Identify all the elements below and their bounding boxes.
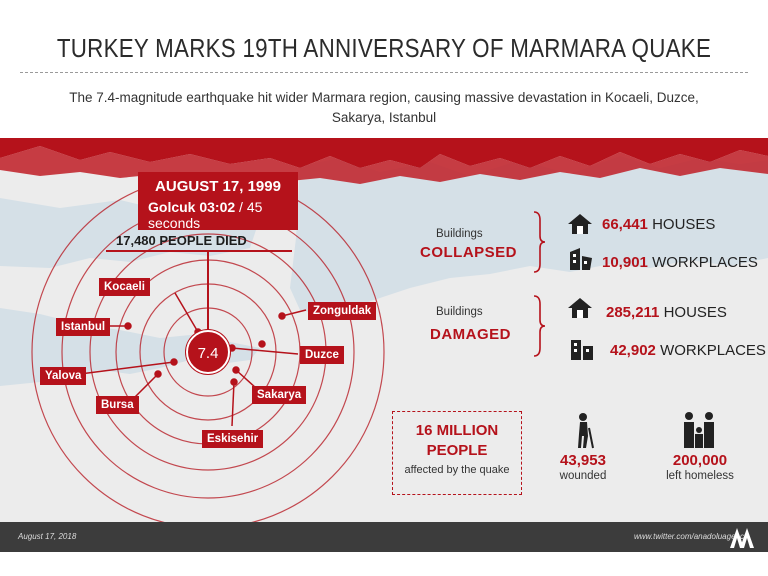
affected-caption: affected by the quake: [404, 464, 510, 476]
collapsed-label: Buildings: [436, 228, 483, 240]
homeless-label: left homeless: [666, 470, 734, 482]
collapsed-key: COLLAPSED: [420, 244, 518, 261]
title-divider: [20, 72, 748, 73]
family-icon: [684, 412, 714, 448]
event-date-box: AUGUST 17, 1999 Golcuk 03:02 / 45 second…: [138, 172, 298, 231]
workplace-collapsed-icon: [570, 248, 592, 270]
damaged-houses-num: 285,211: [606, 304, 660, 321]
deaths-label: 17,480 PEOPLE DIED: [116, 233, 247, 248]
city-yalova: Yalova: [40, 367, 87, 385]
event-duration: / 45 seconds: [148, 199, 263, 231]
footer-bar: [0, 522, 768, 552]
house-damaged-icon: [568, 298, 592, 318]
deaths-underline: [106, 250, 292, 252]
damaged-houses-label: HOUSES: [663, 304, 727, 321]
damaged-key: DAMAGED: [430, 326, 511, 343]
house-collapsed-icon: [568, 214, 592, 234]
city-istanbul: Istanbul: [56, 318, 111, 336]
event-date: AUGUST 17, 1999: [155, 178, 281, 195]
collapsed-brace: [533, 211, 546, 273]
magnitude-badge: 7.4: [186, 330, 230, 374]
city-eskisehir: Eskisehir: [202, 430, 264, 448]
collapsed-houses-num: 66,441: [602, 216, 648, 233]
city-bursa: Bursa: [96, 396, 139, 414]
wounded-person-icon: [578, 413, 594, 449]
anadolu-logo-icon: [730, 528, 754, 548]
damaged-work-label: WORKPLACES: [660, 342, 766, 359]
city-sakarya: Sakarya: [252, 386, 307, 404]
collapsed-work-label: WORKPLACES: [652, 254, 758, 271]
damaged-workplaces: 42,902 WORKPLACES: [610, 342, 766, 359]
event-time: Golcuk 03:02: [148, 199, 236, 215]
homeless-count: 200,000: [672, 452, 728, 469]
page-title: TURKEY MARKS 19TH ANNIVERSARY OF MARMARA…: [56, 33, 712, 63]
map-graphic: [0, 138, 768, 522]
collapsed-houses-label: HOUSES: [652, 216, 716, 233]
affected-line1: 16 MILLION: [415, 422, 499, 439]
city-zonguldak: Zonguldak: [308, 302, 377, 320]
damaged-houses: 285,211 HOUSES: [606, 304, 727, 321]
collapsed-work-num: 10,901: [602, 254, 648, 271]
affected-box: [392, 411, 522, 495]
damaged-brace: [533, 295, 546, 357]
subtitle: The 7.4-magnitude earthquake hit wider M…: [69, 90, 699, 125]
footer-handle: www.twitter.com/anadoluagency: [634, 532, 748, 541]
footer-date: August 17, 2018: [18, 532, 77, 541]
affected-count: 16 MILLION PEOPLE: [392, 421, 522, 461]
city-duzce: Duzce: [300, 346, 344, 364]
damaged-label: Buildings: [436, 306, 483, 318]
map-area: [0, 138, 768, 522]
wounded-label: wounded: [559, 470, 607, 482]
damaged-work-num: 42,902: [610, 342, 656, 359]
event-place-time: Golcuk 03:02 / 45 seconds: [148, 199, 288, 231]
collapsed-workplaces: 10,901 WORKPLACES: [602, 254, 758, 271]
city-kocaeli: Kocaeli: [99, 278, 150, 296]
collapsed-houses: 66,441 HOUSES: [602, 216, 715, 233]
wounded-count: 43,953: [560, 452, 606, 469]
workplace-damaged-icon: [571, 340, 593, 360]
affected-line2: PEOPLE: [426, 442, 488, 459]
